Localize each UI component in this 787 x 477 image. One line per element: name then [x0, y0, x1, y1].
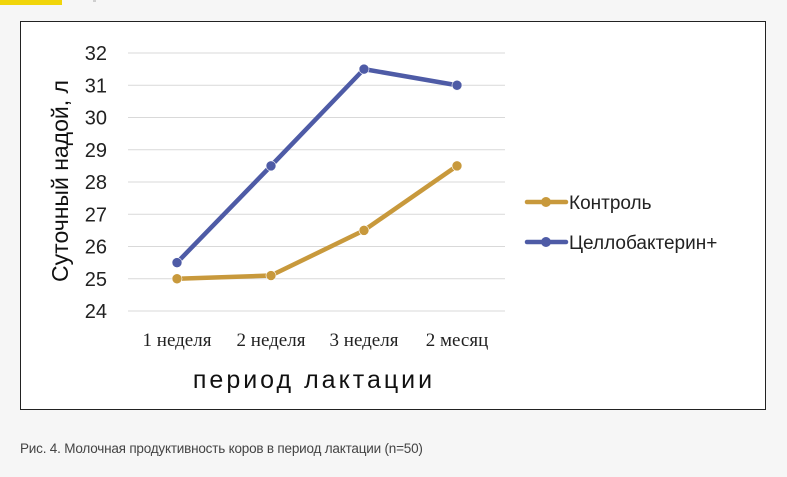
x-tick-label: 3 неделя [330, 330, 399, 351]
y-tick-label: 24 [85, 301, 107, 323]
corner-accent-bar [0, 0, 62, 5]
series-line-2 [174, 66, 460, 265]
y-tick-label: 25 [85, 269, 107, 291]
data-point [265, 270, 277, 281]
corner-dot [93, 0, 96, 2]
data-point [451, 79, 463, 91]
legend-marker [541, 237, 551, 247]
chart-frame [20, 21, 766, 410]
data-point [171, 273, 183, 285]
y-tick-label: 28 [85, 172, 107, 194]
x-tick-labels: 1 неделя 2 неделя 3 неделя 2 месяц [143, 330, 489, 351]
y-tick-label: 32 [85, 43, 107, 65]
figure-caption: Рис. 4. Молочная продуктивность коров в … [20, 441, 423, 456]
legend: Контроль Целлобактерин+ [524, 193, 717, 254]
legend-marker [541, 197, 551, 207]
y-tick-label: 26 [85, 237, 107, 259]
x-tick-label: 1 неделя [143, 330, 212, 351]
data-point [358, 63, 370, 75]
data-point [171, 257, 183, 268]
y-tick-labels: 24 25 26 27 28 29 30 31 32 [85, 43, 107, 323]
y-tick-label: 31 [85, 75, 107, 97]
y-tick-label: 27 [85, 204, 107, 226]
legend-label: Целлобактерин+ [569, 233, 717, 254]
data-point [358, 225, 370, 236]
series-points [171, 63, 463, 285]
data-point [451, 160, 463, 172]
legend-label: Контроль [569, 193, 652, 214]
y-axis-title: Суточный надой, л [47, 80, 73, 282]
x-tick-label: 2 неделя [237, 330, 306, 351]
x-axis-title: период лактации [193, 366, 435, 394]
x-tick-label: 2 месяц [426, 330, 489, 351]
y-tick-label: 30 [85, 108, 107, 130]
y-tick-label: 29 [85, 140, 107, 162]
gridlines [128, 52, 505, 312]
data-point [265, 160, 277, 172]
series-lines [174, 66, 460, 281]
series-line-1 [174, 163, 460, 281]
